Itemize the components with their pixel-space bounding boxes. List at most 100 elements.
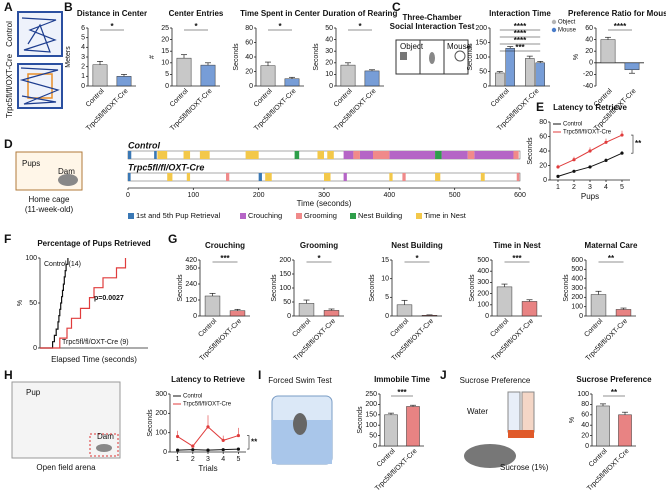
y-tick-label: 20	[581, 432, 589, 439]
legend-label: Control	[563, 122, 582, 128]
legend-swatch	[240, 213, 246, 219]
y-tick-label: 100	[571, 304, 583, 311]
pup-label: Pup	[26, 388, 41, 397]
bar	[323, 310, 340, 317]
x-tick-label: Trpc5fl/fl/OXT-Cre	[85, 88, 130, 133]
chart-title: Center Entries	[169, 9, 224, 18]
bar	[496, 286, 513, 317]
y-tick-label: 50	[29, 300, 37, 307]
object-label: Object	[400, 42, 424, 51]
x-tick-label: 100	[187, 192, 199, 199]
y-tick-label: 0	[483, 83, 487, 90]
y-tick-label: 0	[373, 443, 377, 450]
y-tick-label: 0	[543, 177, 547, 184]
row-label: Control	[5, 21, 14, 47]
x-tick-label: Control	[489, 317, 510, 338]
y-tick-label: 0	[485, 313, 489, 320]
y-tick-label: 200	[155, 410, 167, 417]
cage	[454, 50, 466, 62]
y-tick-label: 200	[475, 25, 487, 32]
behavior-interval	[245, 151, 259, 159]
legend-swatch	[128, 213, 134, 219]
y-tick-label: 20	[245, 68, 253, 75]
y-tick-label: 60	[539, 133, 547, 140]
behavior-interval	[294, 151, 300, 159]
panel-label: E	[536, 100, 544, 114]
y-tick-label: 4	[81, 44, 85, 51]
y-tick-label: 500	[571, 266, 583, 273]
y-tick-label: 80	[245, 25, 253, 32]
legend-label: Trpc5fl/fl/OXT-Cre	[183, 402, 232, 408]
y-tick-label: 100	[25, 255, 37, 262]
chart-title: Interaction Time	[489, 9, 551, 18]
y-tick-label: 40	[245, 54, 253, 61]
y-tick-label: 0	[287, 313, 291, 320]
behavior-interval	[327, 151, 334, 159]
behavior-interval	[183, 151, 191, 159]
y-tick-label: 240	[185, 281, 197, 288]
y-tick-label: 100	[477, 302, 489, 309]
y-tick-label: 400	[477, 268, 489, 275]
point	[191, 444, 195, 448]
y-tick-label: 200	[571, 294, 583, 301]
x-tick-label: 2	[572, 184, 576, 191]
y-tick-label: 3	[81, 54, 85, 61]
point	[620, 151, 624, 155]
behavior-interval	[128, 151, 132, 159]
behavior-interval	[265, 173, 272, 181]
x-tick-label: Control	[253, 87, 274, 108]
sig-label: *	[358, 22, 362, 31]
spout-bar	[508, 430, 534, 438]
x-tick-label: 5	[236, 456, 240, 463]
y-tick-label: 300	[477, 279, 489, 286]
y-axis-label: Meters	[65, 46, 72, 68]
chart-title: Grooming	[300, 241, 338, 250]
point	[588, 165, 592, 169]
y-tick-label: 500	[477, 257, 489, 264]
point	[620, 133, 624, 137]
sig-label: ***	[397, 388, 407, 397]
y-tick-label: 5	[385, 294, 389, 301]
behavior-interval	[441, 151, 468, 159]
y-tick-label: 300	[571, 285, 583, 292]
bar	[624, 62, 640, 71]
legend-swatch	[551, 19, 557, 25]
y-tick-label: 15	[161, 48, 169, 55]
point	[556, 165, 560, 169]
line	[177, 426, 239, 447]
x-tick-label: Control	[291, 317, 312, 338]
y-tick-label: 25	[161, 25, 169, 32]
chart-title: Time Spent in Center	[240, 9, 320, 18]
chart-title: Distance in Center	[77, 9, 147, 18]
y-tick-label: 30	[325, 48, 333, 55]
sig-label: *	[317, 254, 321, 263]
panel-label: J	[440, 368, 447, 382]
behavior-interval	[199, 151, 210, 159]
y-axis-label: Seconds	[369, 274, 376, 302]
y-tick-label: 50	[283, 299, 291, 306]
water-label: Water	[467, 407, 488, 416]
object	[400, 52, 407, 60]
y-tick-label: 150	[279, 271, 291, 278]
bar	[364, 70, 380, 87]
y-axis-label: Seconds	[177, 274, 184, 302]
y-tick-label: 40	[325, 36, 333, 43]
bar	[618, 414, 632, 447]
y-axis-label: Seconds	[313, 43, 320, 71]
point	[191, 448, 195, 452]
y-tick-label: 420	[185, 257, 197, 264]
y-axis-label: Seconds	[233, 43, 240, 71]
chart-title: Latency to Retrieve	[171, 375, 245, 384]
water-bottle	[507, 391, 521, 433]
sig-label: ***	[515, 43, 525, 52]
bar	[260, 65, 276, 87]
x-tick-label: Control	[333, 87, 354, 108]
behavior-interval	[389, 173, 393, 181]
chart-title: Nest Building	[391, 241, 443, 250]
x-tick-label: 400	[383, 192, 395, 199]
y-tick-label: 2	[81, 64, 85, 71]
sig-bracket	[247, 435, 250, 450]
panel-label: C	[392, 0, 401, 14]
y-tick-label: 400	[571, 276, 583, 283]
x-tick-label: Control	[389, 317, 410, 338]
